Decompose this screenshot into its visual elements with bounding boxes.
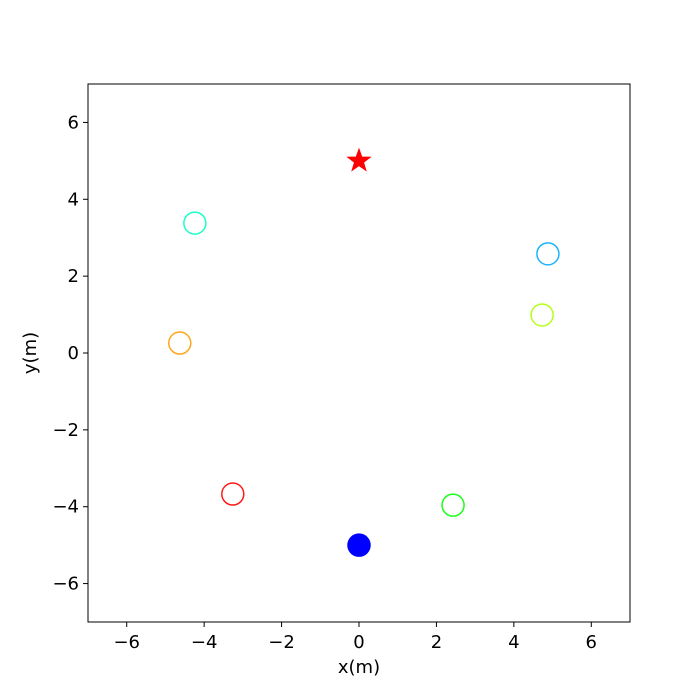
point <box>346 147 372 172</box>
y-tick-label: 4 <box>68 189 79 210</box>
x-tick-label: 6 <box>586 632 597 653</box>
x-tick-label: −4 <box>191 632 218 653</box>
point <box>536 242 560 266</box>
x-tick-label: 4 <box>508 632 519 653</box>
y-tick-label: 0 <box>68 343 79 364</box>
plot-frame <box>87 83 631 623</box>
x-tick-label: −2 <box>268 632 295 653</box>
point <box>530 303 554 327</box>
x-tick-label: 2 <box>431 632 442 653</box>
point <box>183 211 207 235</box>
y-tick-label: 2 <box>68 266 79 287</box>
point <box>168 331 192 355</box>
x-tick-label: −6 <box>113 632 140 653</box>
y-tick-label: −4 <box>52 497 79 518</box>
y-tick-label: −2 <box>52 420 79 441</box>
point <box>221 482 245 506</box>
y-tick-label: 6 <box>68 112 79 133</box>
point <box>347 533 371 557</box>
point <box>441 493 465 517</box>
x-axis-label: x(m) <box>338 657 380 678</box>
y-axis-label: y(m) <box>20 332 41 374</box>
x-tick-label: 0 <box>353 632 364 653</box>
y-tick-label: −6 <box>52 574 79 595</box>
